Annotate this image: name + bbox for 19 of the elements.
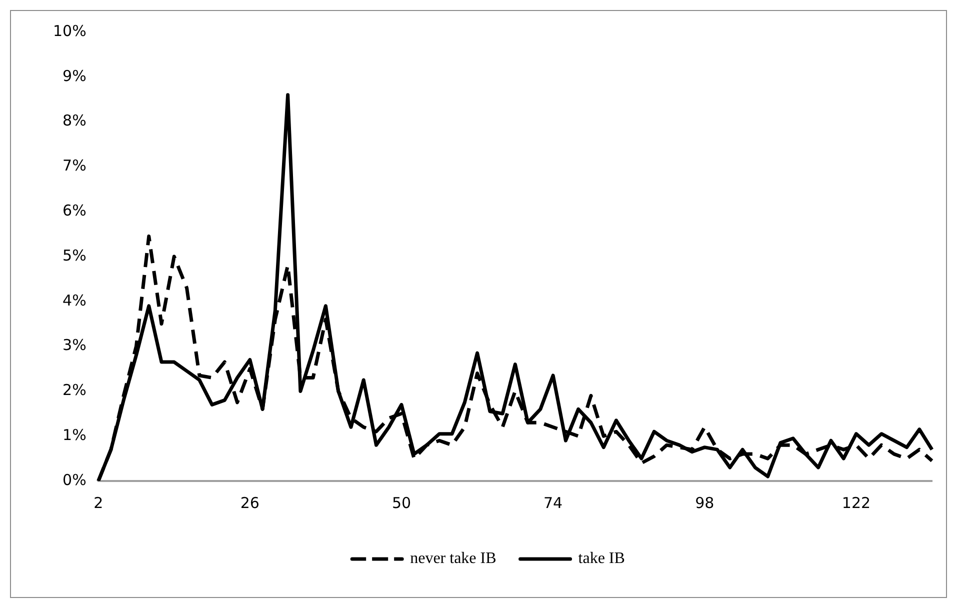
x-tick-label: 74	[544, 494, 563, 512]
x-tick-label: 2	[94, 494, 104, 512]
y-tick-label: 1%	[62, 426, 86, 444]
x-tick-label: 122	[842, 494, 871, 512]
legend-label: never take IB	[410, 550, 496, 568]
y-tick-label: 5%	[62, 246, 86, 264]
y-tick-label: 6%	[62, 201, 86, 220]
y-tick-label: 8%	[62, 112, 86, 130]
x-tick-label: 26	[240, 494, 260, 512]
y-tick-label: 0%	[62, 470, 86, 489]
y-tick-label: 3%	[62, 336, 86, 354]
y-tick-label: 2%	[62, 381, 86, 400]
x-tick-label: 50	[392, 494, 412, 512]
y-tick-label: 10%	[52, 22, 86, 40]
y-tick-label: 9%	[62, 66, 86, 85]
y-tick-label: 4%	[62, 291, 86, 310]
legend-label: take IB	[578, 550, 625, 568]
x-tick-label: 98	[695, 494, 714, 512]
y-tick-label: 7%	[62, 156, 86, 175]
